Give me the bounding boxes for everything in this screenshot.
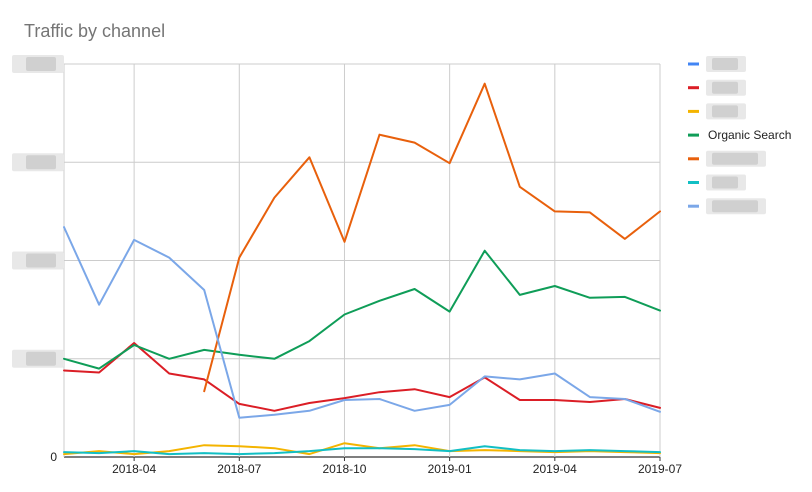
- redacted-y-tick: [12, 251, 64, 270]
- y-tick-label: 0: [50, 450, 57, 464]
- legend: Organic Search: [688, 56, 791, 215]
- x-tick-label: 2018-04: [112, 462, 156, 476]
- legend-item: [688, 103, 746, 120]
- x-tick-label: 2018-07: [217, 462, 261, 476]
- x-tick-label: 2019-01: [428, 462, 472, 476]
- redacted-y-tick: [12, 55, 64, 73]
- series-line-5: [63, 445, 661, 456]
- legend-item: [688, 198, 766, 215]
- legend-item: [688, 56, 746, 72]
- redacted-y-tick: [12, 153, 64, 172]
- redacted-y-tick: [12, 349, 64, 368]
- legend-item: [688, 174, 746, 191]
- redacted-y-tick-labels: [12, 55, 64, 368]
- legend-item: Organic Search: [688, 128, 791, 142]
- series-line-6: [63, 226, 661, 419]
- legend-label: Organic Search: [708, 128, 791, 142]
- series-lines: [63, 82, 661, 456]
- x-tick-label: 2019-07: [638, 462, 682, 476]
- x-tick-label: 2019-04: [533, 462, 577, 476]
- series-line-3: [63, 249, 661, 370]
- legend-item: [688, 150, 766, 167]
- gridlines: [63, 63, 661, 458]
- legend-item: [688, 79, 746, 96]
- x-tick-label: 2018-10: [322, 462, 366, 476]
- y-axis-ticks: 0: [50, 450, 57, 464]
- series-line-1: [63, 342, 661, 412]
- chart-title: Traffic by channel: [24, 21, 165, 41]
- x-axis-ticks: 2018-04 2018-07 2018-10 2019-01 2019-04 2019-…: [112, 457, 682, 476]
- series-line-4: [203, 82, 661, 393]
